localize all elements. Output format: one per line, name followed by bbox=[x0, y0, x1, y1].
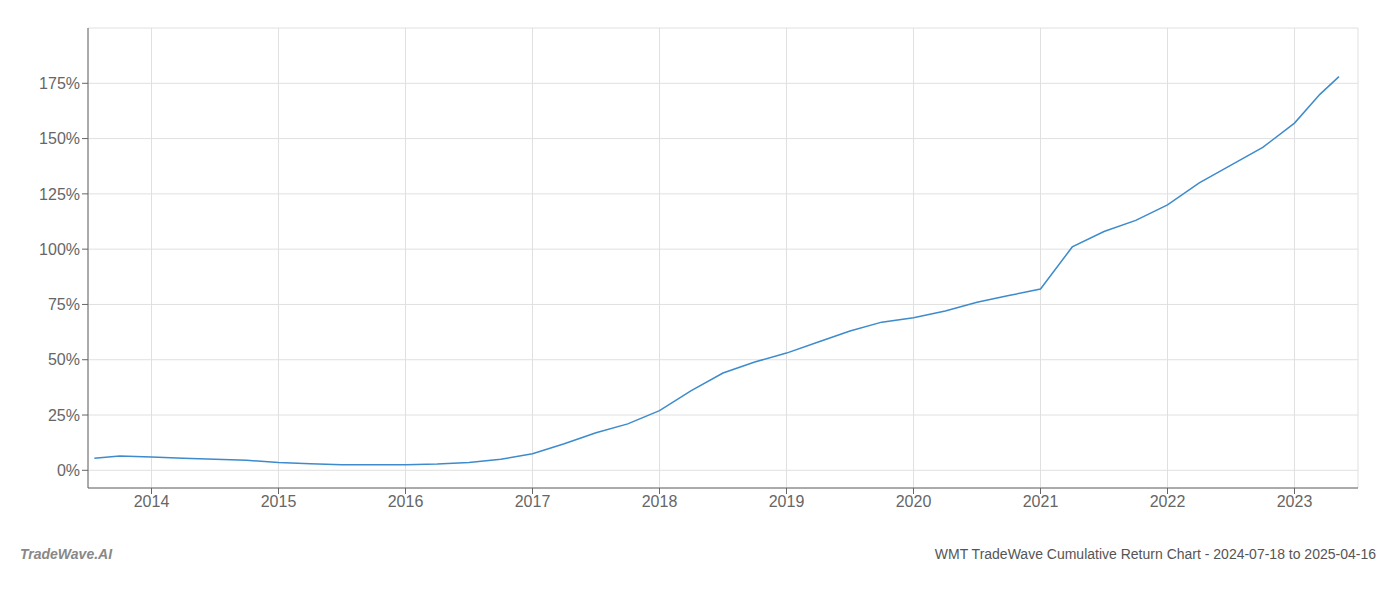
svg-text:2015: 2015 bbox=[261, 493, 297, 510]
svg-text:175%: 175% bbox=[39, 75, 80, 92]
svg-text:2017: 2017 bbox=[515, 493, 551, 510]
svg-text:2014: 2014 bbox=[134, 493, 170, 510]
svg-text:50%: 50% bbox=[48, 351, 80, 368]
svg-text:25%: 25% bbox=[48, 407, 80, 424]
svg-text:100%: 100% bbox=[39, 241, 80, 258]
svg-text:125%: 125% bbox=[39, 186, 80, 203]
svg-text:2021: 2021 bbox=[1023, 493, 1059, 510]
html-text:TradeWave.AI: TradeWave.AI bbox=[20, 546, 113, 562]
html-text:WMT TradeWave Cumulative Retur: WMT TradeWave Cumulative Return Chart - … bbox=[934, 546, 1376, 562]
svg-text:2020: 2020 bbox=[896, 493, 932, 510]
svg-text:2019: 2019 bbox=[769, 493, 805, 510]
svg-text:75%: 75% bbox=[48, 296, 80, 313]
svg-text:2023: 2023 bbox=[1277, 493, 1313, 510]
svg-text:2016: 2016 bbox=[388, 493, 424, 510]
svg-text:2018: 2018 bbox=[642, 493, 678, 510]
svg-text:2022: 2022 bbox=[1150, 493, 1186, 510]
svg-text:0%: 0% bbox=[57, 462, 80, 479]
svg-text:150%: 150% bbox=[39, 130, 80, 147]
